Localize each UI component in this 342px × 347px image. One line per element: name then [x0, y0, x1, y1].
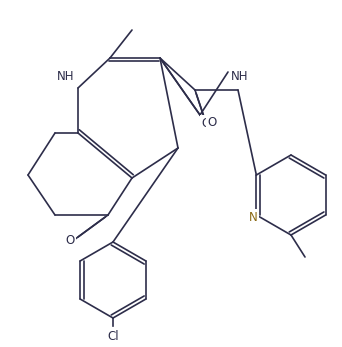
- Text: NH: NH: [57, 69, 75, 83]
- Text: O: O: [65, 235, 75, 247]
- Text: O: O: [207, 116, 216, 128]
- Text: O: O: [201, 117, 211, 129]
- Text: Cl: Cl: [107, 330, 119, 342]
- Text: N: N: [249, 211, 258, 223]
- Text: NH: NH: [231, 69, 249, 83]
